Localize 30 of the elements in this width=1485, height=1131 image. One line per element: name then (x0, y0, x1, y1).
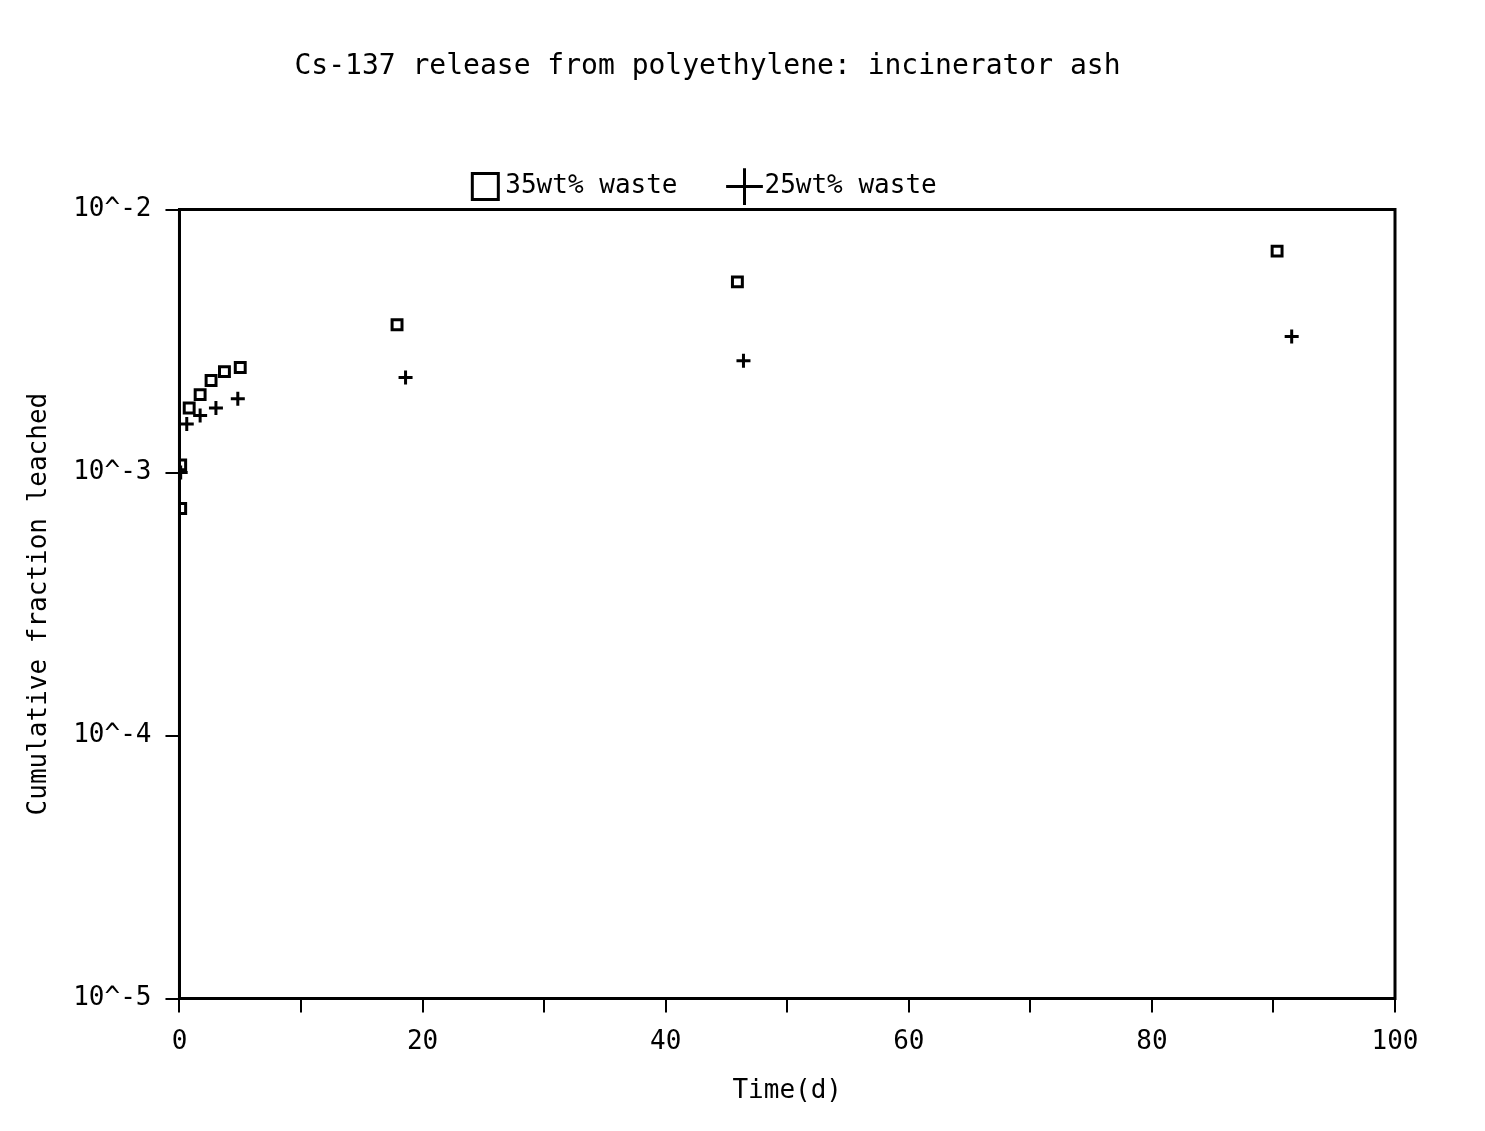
y-tick-label: 10^-3 (73, 455, 152, 486)
point (217, 365, 231, 379)
x-tick-label: 40 (650, 1024, 682, 1055)
y-tick-label: 10^-2 (73, 192, 152, 223)
point (179, 415, 196, 433)
y-tick-label: 10^-5 (73, 981, 152, 1012)
point (730, 275, 744, 289)
y-axis-title: Cumulative fraction leached (22, 392, 53, 816)
point (1270, 244, 1284, 258)
point (1283, 328, 1301, 346)
x-tick-label: 60 (893, 1024, 925, 1055)
point (734, 352, 752, 370)
y-tick-label: 10^-4 (73, 718, 152, 749)
x-tick-label: 0 (171, 1024, 188, 1055)
x-axis-title: Time(d) (732, 1074, 843, 1105)
point (233, 361, 247, 374)
x-tick-label: 80 (1136, 1024, 1168, 1055)
point (204, 374, 218, 387)
chart-title: Cs-137 release from polyethylene: incinerator ash (294, 48, 1121, 82)
legend-label: 25wt% waste (764, 169, 937, 200)
point (193, 388, 207, 402)
point (397, 368, 415, 386)
point (207, 399, 225, 417)
point (390, 318, 404, 332)
x-tick-label: 100 (1371, 1024, 1419, 1055)
point (191, 406, 209, 424)
legend-label: 35wt% waste (505, 169, 678, 200)
point (229, 390, 247, 408)
x-tick-label: 20 (406, 1024, 439, 1055)
point (182, 401, 196, 415)
